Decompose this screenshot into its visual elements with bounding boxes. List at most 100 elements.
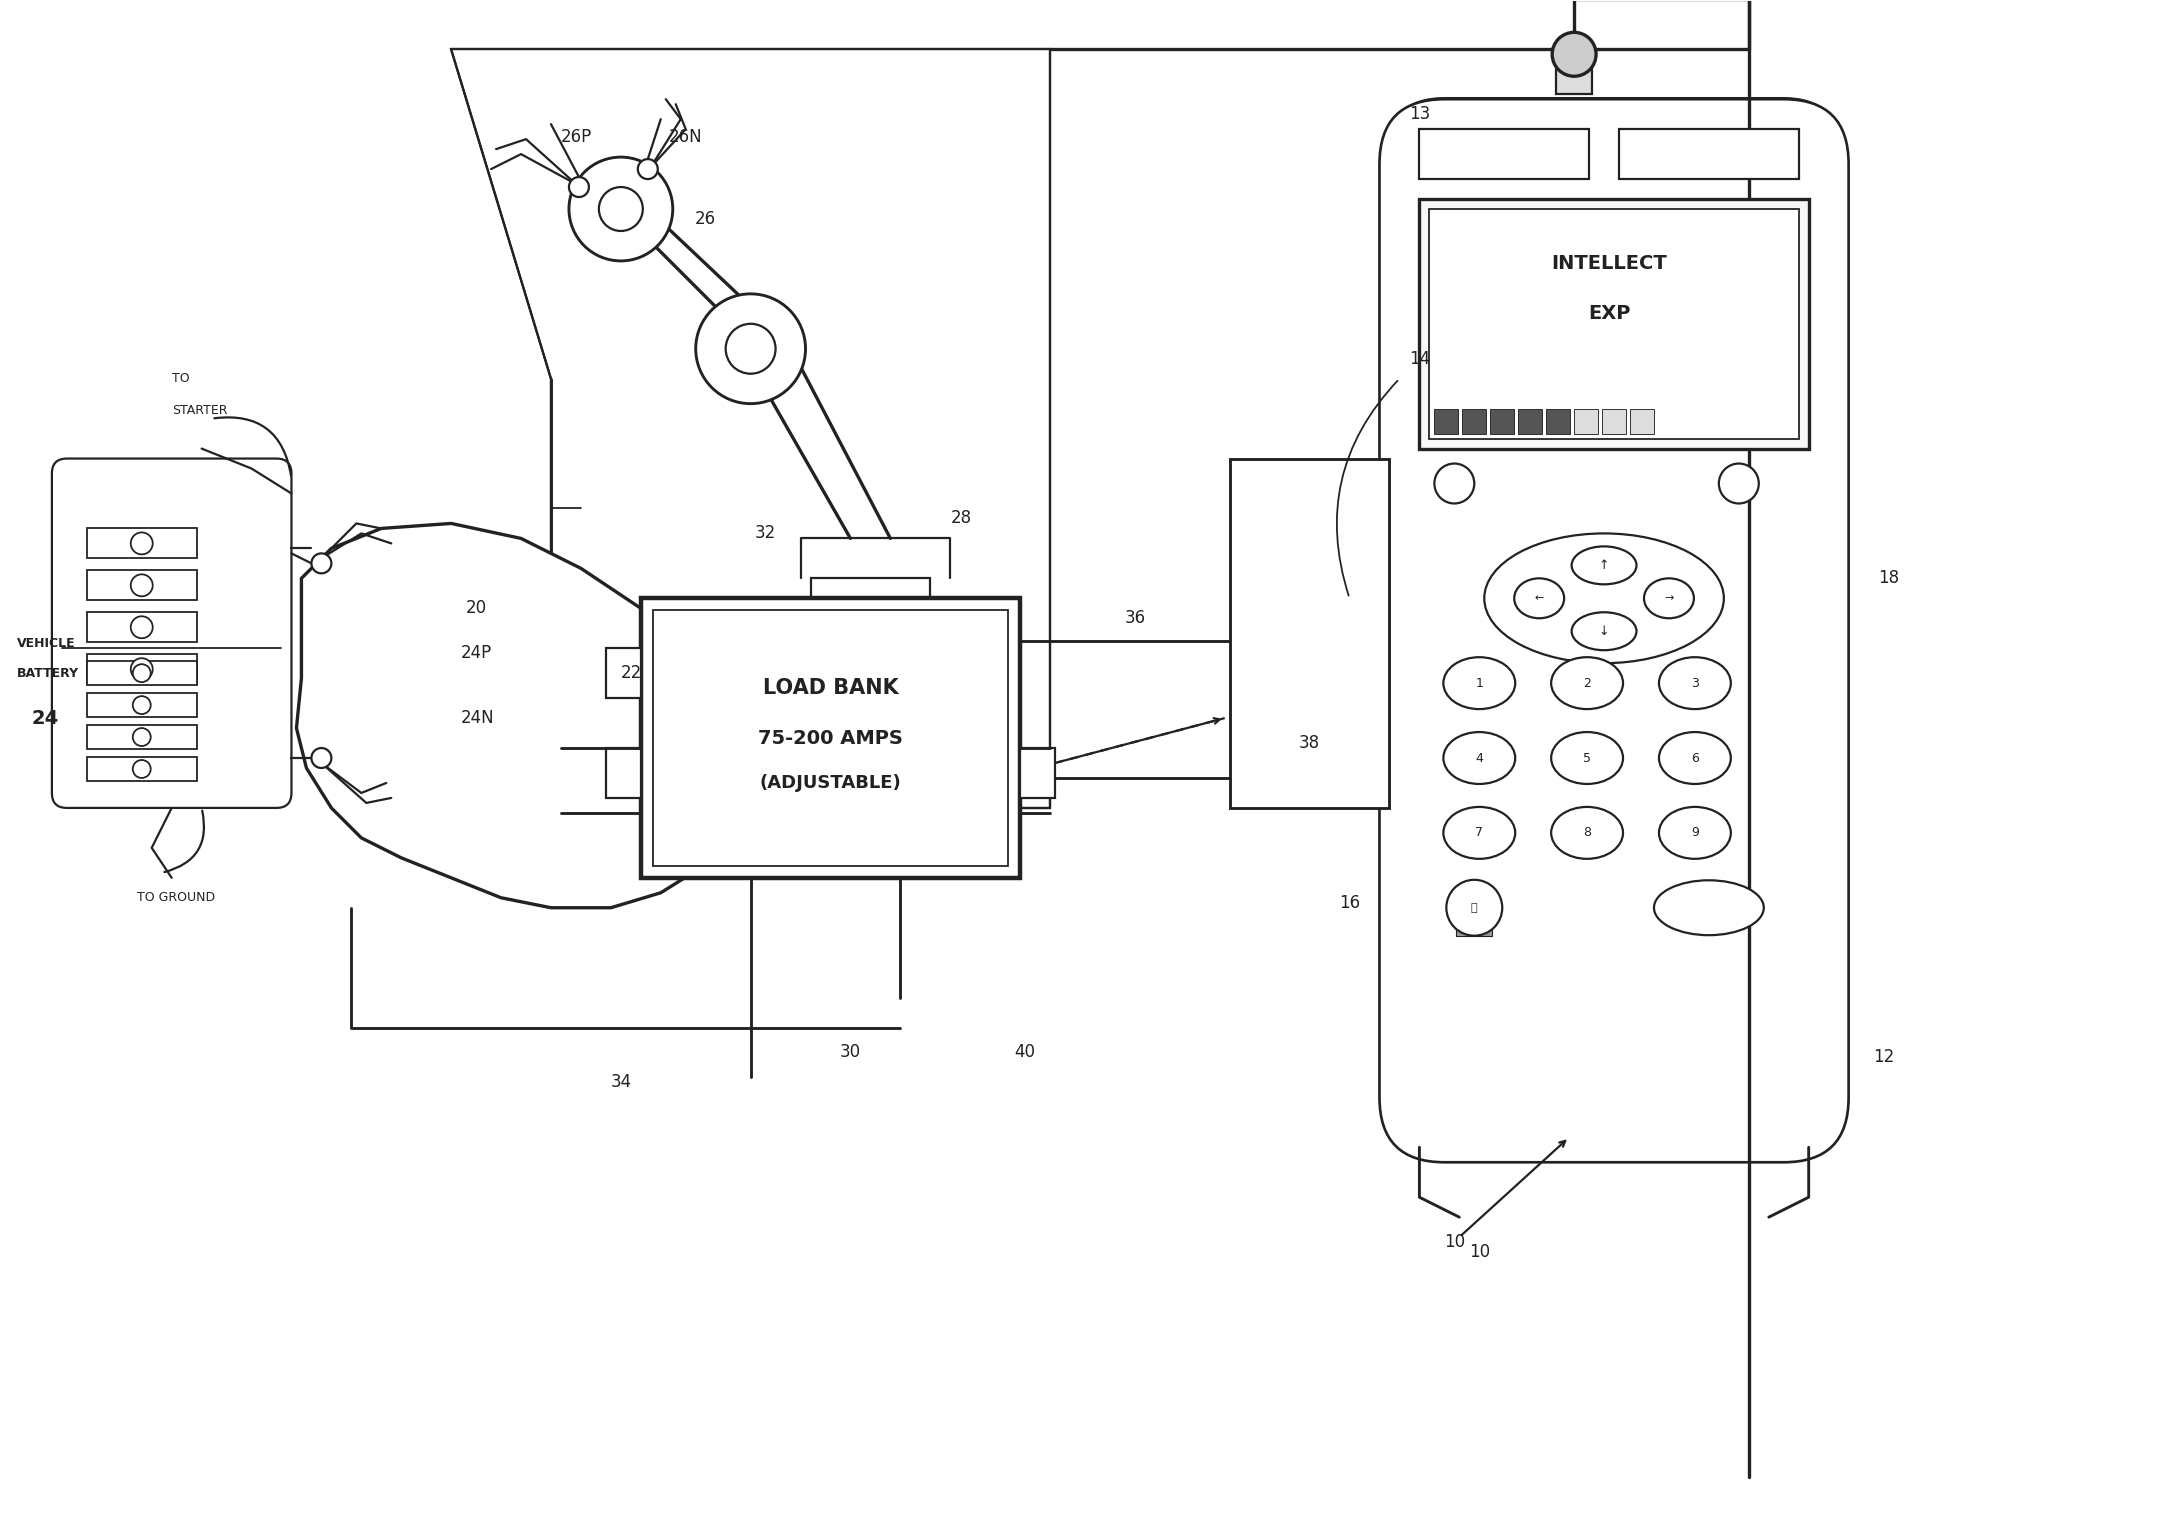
Ellipse shape [1551,732,1623,784]
Text: 10: 10 [1444,1233,1466,1251]
Bar [1618,130,1799,179]
Circle shape [1446,880,1503,935]
Circle shape [1719,463,1758,503]
Text: ←: ← [1535,593,1544,604]
Text: STARTER: STARTER [172,403,227,417]
Text: 26P: 26P [561,128,591,147]
Bar [87,756,196,781]
Circle shape [131,659,153,680]
Text: 16: 16 [1339,894,1361,912]
Circle shape [133,727,150,746]
Bar [1557,52,1592,95]
Text: 20: 20 [465,599,486,617]
Text: ↑: ↑ [1599,559,1610,571]
Text: EXP: EXP [1588,304,1629,324]
Bar [606,648,641,698]
Text: 1: 1 [1474,677,1483,689]
Ellipse shape [1573,547,1636,584]
Text: 10: 10 [1468,1244,1490,1261]
Bar [1429,209,1799,439]
Text: 24P: 24P [460,645,493,662]
Bar [87,570,196,601]
Circle shape [131,575,153,596]
Text: 24: 24 [33,709,59,727]
Polygon shape [451,49,1049,808]
Text: 75-200 AMPS: 75-200 AMPS [759,729,903,747]
Text: 5: 5 [1583,752,1592,764]
Text: 40: 40 [1014,1044,1036,1062]
Bar [87,654,196,685]
Bar [87,613,196,642]
Bar [1021,749,1056,798]
Circle shape [131,532,153,555]
Polygon shape [297,524,746,908]
Ellipse shape [1514,578,1564,619]
Bar [641,599,1021,877]
Circle shape [133,759,150,778]
Text: ↓: ↓ [1599,625,1610,637]
Circle shape [726,324,776,374]
Text: 30: 30 [840,1044,861,1062]
Text: 24N: 24N [460,709,495,727]
Text: 9: 9 [1690,827,1699,839]
Text: BATTERY: BATTERY [17,666,79,680]
Ellipse shape [1660,732,1732,784]
Bar [87,662,196,685]
Bar [1420,199,1808,449]
Text: VEHICLE: VEHICLE [17,637,76,649]
Circle shape [133,665,150,681]
Bar [526,626,576,656]
Text: 28: 28 [951,509,971,527]
Text: INTELLECT: INTELLECT [1551,254,1666,274]
Text: TO: TO [172,373,190,385]
Circle shape [1435,463,1474,503]
Bar [811,578,931,698]
Text: 14: 14 [1409,350,1431,368]
Ellipse shape [1573,613,1636,651]
Circle shape [600,186,643,231]
Bar [87,726,196,749]
Text: 2: 2 [1583,677,1590,689]
Text: 26N: 26N [670,128,702,147]
Bar [1457,924,1492,935]
FancyBboxPatch shape [52,458,292,808]
Text: 38: 38 [1300,733,1320,752]
Text: LOAD BANK: LOAD BANK [763,678,899,698]
Circle shape [696,293,805,403]
Text: 13: 13 [1409,105,1431,124]
Text: 4: 4 [1474,752,1483,764]
Text: (ADJUSTABLE): (ADJUSTABLE) [759,775,901,792]
Ellipse shape [1444,732,1516,784]
Text: ⏻: ⏻ [1470,903,1477,912]
Text: 12: 12 [1873,1048,1893,1067]
Bar [652,610,1008,866]
Text: TO GROUND: TO GROUND [137,891,216,905]
Text: 3: 3 [1690,677,1699,689]
Bar [1603,408,1627,434]
Circle shape [1553,32,1596,76]
Ellipse shape [1660,807,1732,859]
Ellipse shape [1660,657,1732,709]
Bar [1518,408,1542,434]
Bar [1230,458,1389,808]
Circle shape [131,616,153,639]
Bar [606,749,641,798]
Text: →: → [1664,593,1673,604]
Circle shape [569,177,589,197]
Circle shape [569,157,672,261]
Ellipse shape [1644,578,1695,619]
Circle shape [312,553,332,573]
Ellipse shape [1551,807,1623,859]
Bar [1420,130,1590,179]
Text: 34: 34 [611,1074,632,1091]
Bar [1546,408,1570,434]
Ellipse shape [1444,657,1516,709]
FancyBboxPatch shape [1378,99,1849,1163]
Bar [1461,408,1485,434]
Circle shape [312,749,332,769]
Ellipse shape [1444,807,1516,859]
Circle shape [133,697,150,714]
Bar [1435,408,1459,434]
Text: 26: 26 [696,209,715,228]
Bar [1575,408,1599,434]
